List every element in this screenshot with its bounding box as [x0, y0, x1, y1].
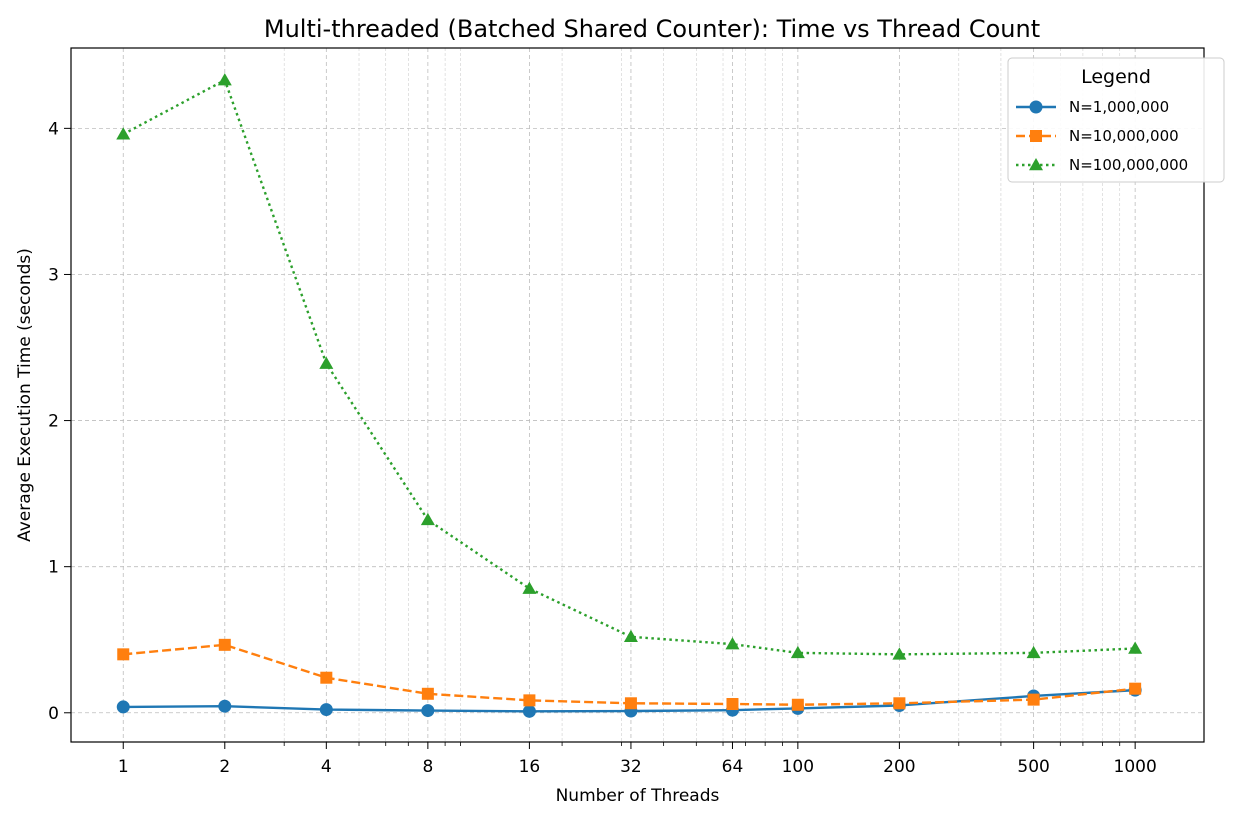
x-tick-label: 16 — [519, 757, 541, 777]
data-point — [218, 638, 231, 651]
x-tick-label: 500 — [1017, 757, 1049, 777]
legend-label: N=10,000,000 — [1069, 127, 1179, 145]
legend-entry: N=1,000,000 — [1016, 98, 1169, 116]
series-line — [122, 78, 1136, 656]
x-tick-label: 32 — [620, 757, 642, 777]
data-point — [319, 703, 333, 717]
data-point — [320, 671, 333, 684]
data-point — [218, 699, 232, 713]
y-tick-label: 4 — [48, 119, 59, 139]
data-point — [117, 648, 130, 661]
data-point — [1129, 682, 1142, 695]
legend-title: Legend — [1081, 66, 1151, 88]
x-tick-label: 8 — [422, 757, 433, 777]
data-point — [790, 645, 805, 659]
series-3 — [116, 73, 1143, 660]
legend-entries: N=1,000,000 N=10,000,000 N=100,000,000 — [1016, 98, 1188, 174]
data-point — [623, 629, 638, 643]
x-tick-label: 200 — [883, 757, 915, 777]
x-tick-label: 1 — [118, 757, 129, 777]
legend-box — [1007, 57, 1225, 183]
x-tick-label: 4 — [321, 757, 332, 777]
data-point — [624, 697, 637, 710]
y-tick-label: 2 — [48, 412, 59, 432]
data-point — [1027, 693, 1040, 706]
data-point — [791, 698, 804, 711]
legend-label: N=100,000,000 — [1069, 156, 1188, 174]
data-point — [893, 697, 906, 710]
data-point — [1026, 645, 1041, 659]
data-point — [319, 356, 334, 369]
data-point — [1128, 641, 1143, 654]
legend-swatch-marker — [1029, 100, 1043, 114]
data-point — [421, 687, 434, 700]
x-tick-label: 100 — [782, 757, 814, 777]
data-point — [421, 704, 435, 718]
series-line — [123, 643, 1136, 706]
x-tick-label: 64 — [722, 757, 744, 777]
y-axis-label: Average Execution Time (seconds) — [15, 248, 35, 542]
chart-title: Multi-threaded (Batched Shared Counter):… — [264, 15, 1040, 43]
data-point — [217, 73, 232, 86]
data-point — [892, 647, 907, 660]
legend: Legend N=1,000,000 N=10,000,000 N=100,000,… — [1007, 57, 1225, 183]
data-point — [116, 700, 130, 714]
data-point — [523, 694, 536, 707]
series-layer — [116, 73, 1143, 718]
data-point — [116, 127, 131, 140]
x-axis-label: Number of Threads — [556, 786, 720, 806]
legend-label: N=1,000,000 — [1069, 98, 1169, 116]
legend-entry: N=100,000,000 — [1016, 156, 1188, 174]
data-point — [420, 512, 435, 526]
plot-frame — [70, 47, 1205, 743]
data-point — [522, 704, 536, 718]
y-tick-label: 3 — [48, 265, 59, 285]
legend-swatch-marker — [1029, 158, 1043, 171]
series-2 — [117, 638, 1142, 711]
x-tick-label: 1000 — [1114, 757, 1157, 777]
y-tick-label: 0 — [48, 704, 59, 724]
y-tick-label: 1 — [48, 558, 59, 578]
legend-entry: N=10,000,000 — [1016, 127, 1179, 145]
x-tick-label: 2 — [219, 757, 230, 777]
axis-ticks: 1 2 4 8 16 32 64 100 200 500 1000 0 1 2 3 4 — [48, 119, 1157, 777]
data-point — [725, 637, 740, 650]
legend-swatch-marker — [1030, 130, 1042, 142]
data-point — [522, 581, 537, 594]
data-point — [726, 698, 739, 711]
